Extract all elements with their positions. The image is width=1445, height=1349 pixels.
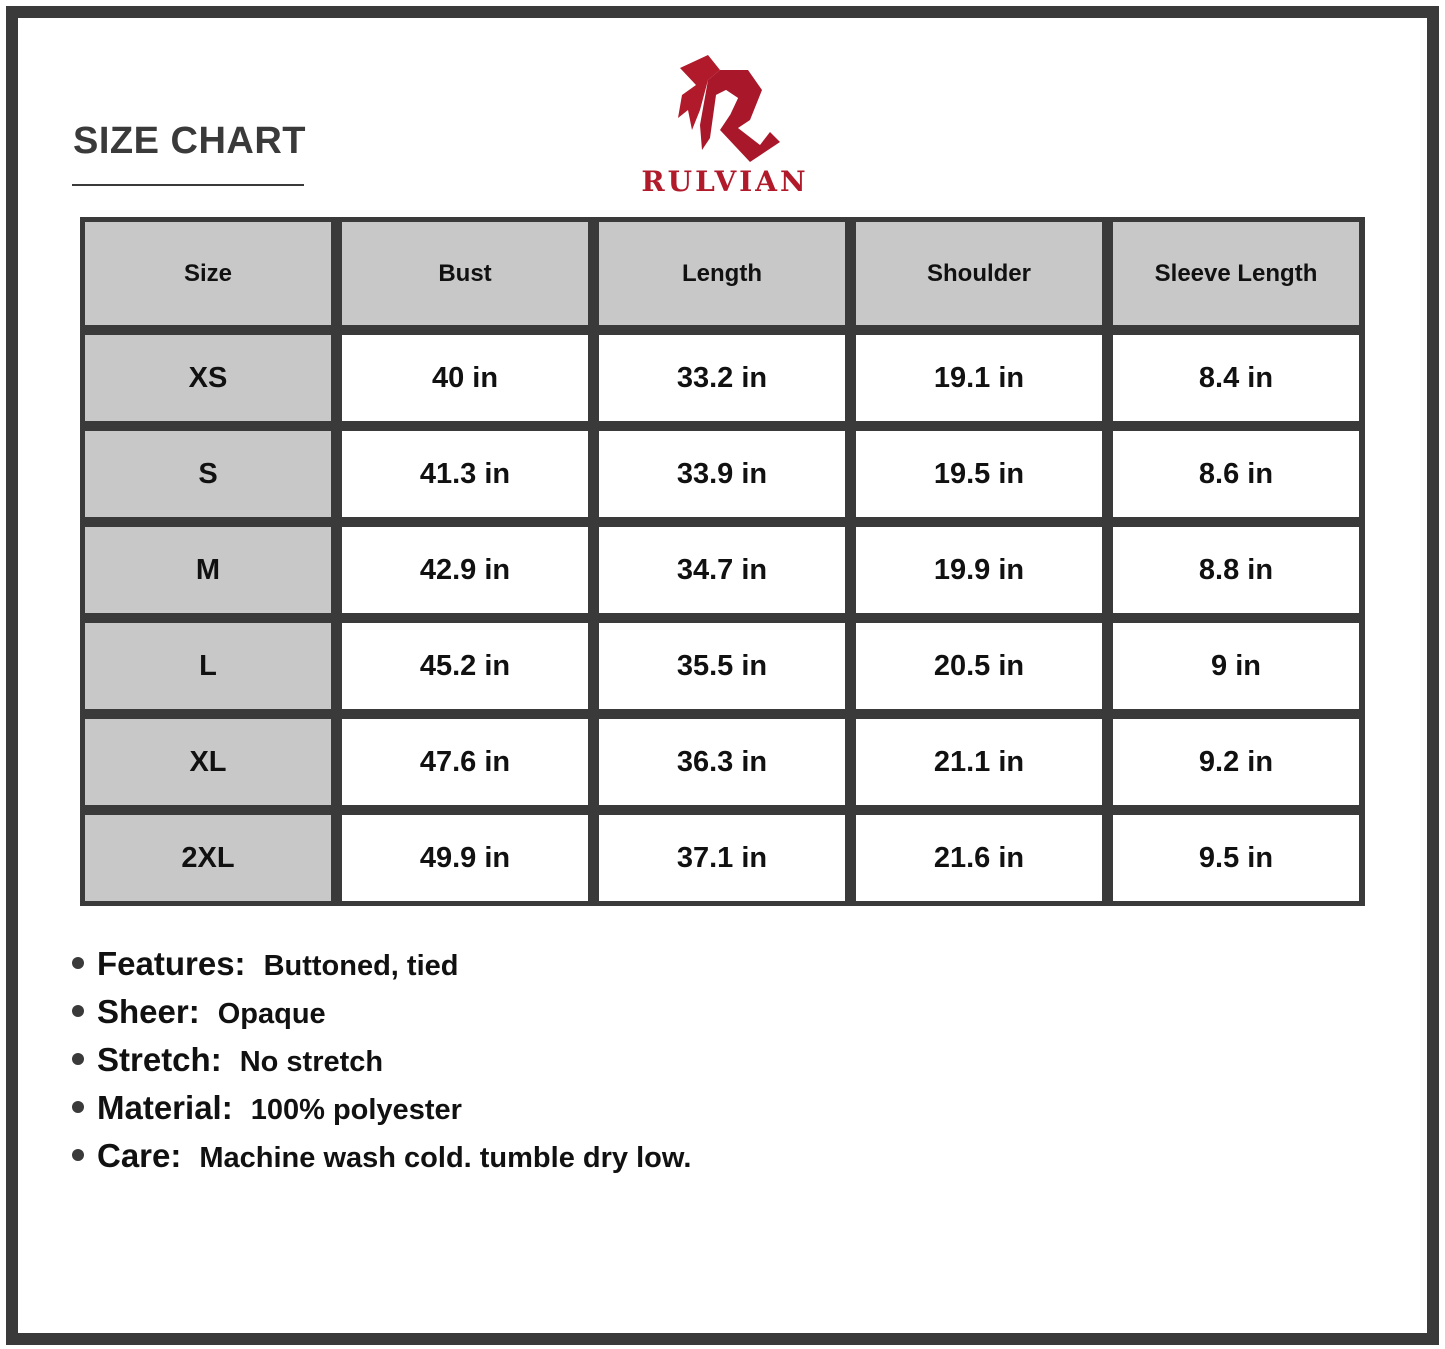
measurement-cell: 35.5 in (599, 623, 845, 709)
page-title: SIZE CHART (73, 120, 306, 162)
measurement-cell: 21.6 in (856, 815, 1102, 901)
measurement-cell: 34.7 in (599, 527, 845, 613)
size-cell: 2XL (85, 815, 331, 901)
measurement-cell: 33.2 in (599, 335, 845, 421)
measurement-cell: 8.4 in (1113, 335, 1359, 421)
feature-label: Sheer: (97, 993, 200, 1030)
size-cell: XS (85, 335, 331, 421)
measurement-cell: 8.8 in (1113, 527, 1359, 613)
measurement-cell: 8.6 in (1113, 431, 1359, 517)
size-cell: XL (85, 719, 331, 805)
measurement-cell: 37.1 in (599, 815, 845, 901)
feature-item: Sheer: Opaque (72, 993, 691, 1041)
brand-logo: RULVIAN (620, 50, 830, 200)
bullet-icon (72, 1149, 84, 1161)
measurement-cell: 9 in (1113, 623, 1359, 709)
bullet-icon (72, 957, 84, 969)
measurement-cell: 40 in (342, 335, 588, 421)
bullet-icon (72, 1005, 84, 1017)
measurement-cell: 36.3 in (599, 719, 845, 805)
feature-label: Care: (97, 1137, 182, 1174)
size-cell: S (85, 431, 331, 517)
measurement-cell: 49.9 in (342, 815, 588, 901)
bullet-icon (72, 1053, 84, 1065)
measurement-cell: 19.5 in (856, 431, 1102, 517)
title-underline (72, 184, 304, 186)
feature-item: Material: 100% polyester (72, 1089, 691, 1137)
brand-name: RULVIAN (641, 165, 809, 198)
feature-label: Features: (97, 945, 246, 982)
feature-item: Care: Machine wash cold. tumble dry low. (72, 1137, 691, 1185)
column-header: Shoulder (856, 222, 1102, 325)
size-table: Size Bust Length Shoulder Sleeve Length XS 40 … (80, 217, 1365, 906)
bullet-icon (72, 1101, 84, 1113)
measurement-cell: 21.1 in (856, 719, 1102, 805)
column-header: Sleeve Length (1113, 222, 1359, 325)
r-logo-icon (678, 55, 780, 162)
feature-label: Material: (97, 1089, 233, 1126)
feature-item: Features: Buttoned, tied (72, 945, 691, 993)
feature-value: Machine wash cold. tumble dry low. (199, 1142, 692, 1174)
measurement-cell: 20.5 in (856, 623, 1102, 709)
column-header: Size (85, 222, 331, 325)
column-header: Bust (342, 222, 588, 325)
feature-value: Buttoned, tied (263, 950, 459, 982)
measurement-cell: 42.9 in (342, 527, 588, 613)
measurement-cell: 9.5 in (1113, 815, 1359, 901)
measurement-cell: 33.9 in (599, 431, 845, 517)
measurement-cell: 19.9 in (856, 527, 1102, 613)
size-cell: L (85, 623, 331, 709)
feature-value: Opaque (217, 998, 326, 1030)
feature-item: Stretch: No stretch (72, 1041, 691, 1089)
features-list: Features: Buttoned, tied Sheer: Opaque Stret… (72, 945, 691, 1185)
feature-label: Stretch: (97, 1041, 222, 1078)
measurement-cell: 9.2 in (1113, 719, 1359, 805)
size-cell: M (85, 527, 331, 613)
measurement-cell: 47.6 in (342, 719, 588, 805)
measurement-cell: 19.1 in (856, 335, 1102, 421)
measurement-cell: 45.2 in (342, 623, 588, 709)
measurement-cell: 41.3 in (342, 431, 588, 517)
column-header: Length (599, 222, 845, 325)
feature-value: No stretch (239, 1046, 384, 1078)
feature-value: 100% polyester (250, 1094, 462, 1126)
